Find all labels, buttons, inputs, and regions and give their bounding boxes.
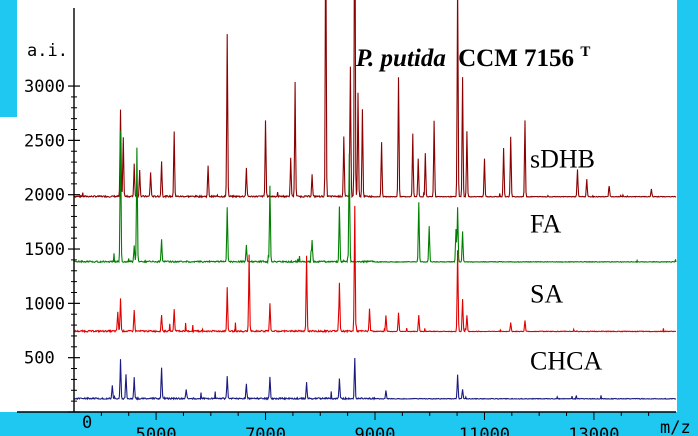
series-label-fa: FA bbox=[530, 210, 562, 239]
series-layer: sDHB FA SA CHCA bbox=[73, 0, 677, 401]
series-label-chca: CHCA bbox=[530, 347, 602, 376]
y-tick-label-3000: 3000 bbox=[24, 77, 65, 97]
chart-title-rest: CCM 7156 bbox=[458, 45, 574, 72]
y-axis-label: a.i. bbox=[27, 41, 68, 61]
y-tick-label-1000: 1000 bbox=[24, 294, 65, 314]
series-label-sdhb: sDHB bbox=[530, 145, 595, 174]
y-tick-label-2000: 2000 bbox=[24, 186, 65, 206]
top-left-block bbox=[0, 0, 17, 117]
series-line-sa bbox=[73, 205, 677, 334]
axis-layer: 0 500 1000 1500 2000 2500 3000 5000 7000 9000 1100… bbox=[17, 8, 676, 436]
x-tick-label-5000: 5000 bbox=[136, 425, 177, 436]
x-tick-label-7000: 7000 bbox=[245, 425, 286, 436]
series-line-chca bbox=[73, 357, 677, 401]
series-line-sdhb bbox=[73, 0, 677, 199]
x-tick-label-13000: 13000 bbox=[568, 425, 619, 436]
x-axis-label: m/z bbox=[660, 418, 691, 436]
x-tick-label-9000: 9000 bbox=[355, 425, 396, 436]
y-tick-label-0: 0 bbox=[82, 413, 92, 433]
y-tick-label-500: 500 bbox=[24, 349, 55, 369]
y-tick-label-1500: 1500 bbox=[24, 240, 65, 260]
chart-title-superscript: T bbox=[580, 44, 590, 60]
plot-area bbox=[17, 0, 677, 412]
y-tick-label-2500: 2500 bbox=[24, 131, 65, 151]
x-tick-label-11000: 11000 bbox=[459, 425, 510, 436]
chart-title-italic: P. putida bbox=[355, 45, 446, 72]
series-label-sa: SA bbox=[530, 279, 563, 308]
series-line-fa bbox=[73, 130, 677, 265]
chart-title: P. putida CCM 7156 T bbox=[355, 44, 590, 72]
right-strip bbox=[676, 0, 698, 436]
